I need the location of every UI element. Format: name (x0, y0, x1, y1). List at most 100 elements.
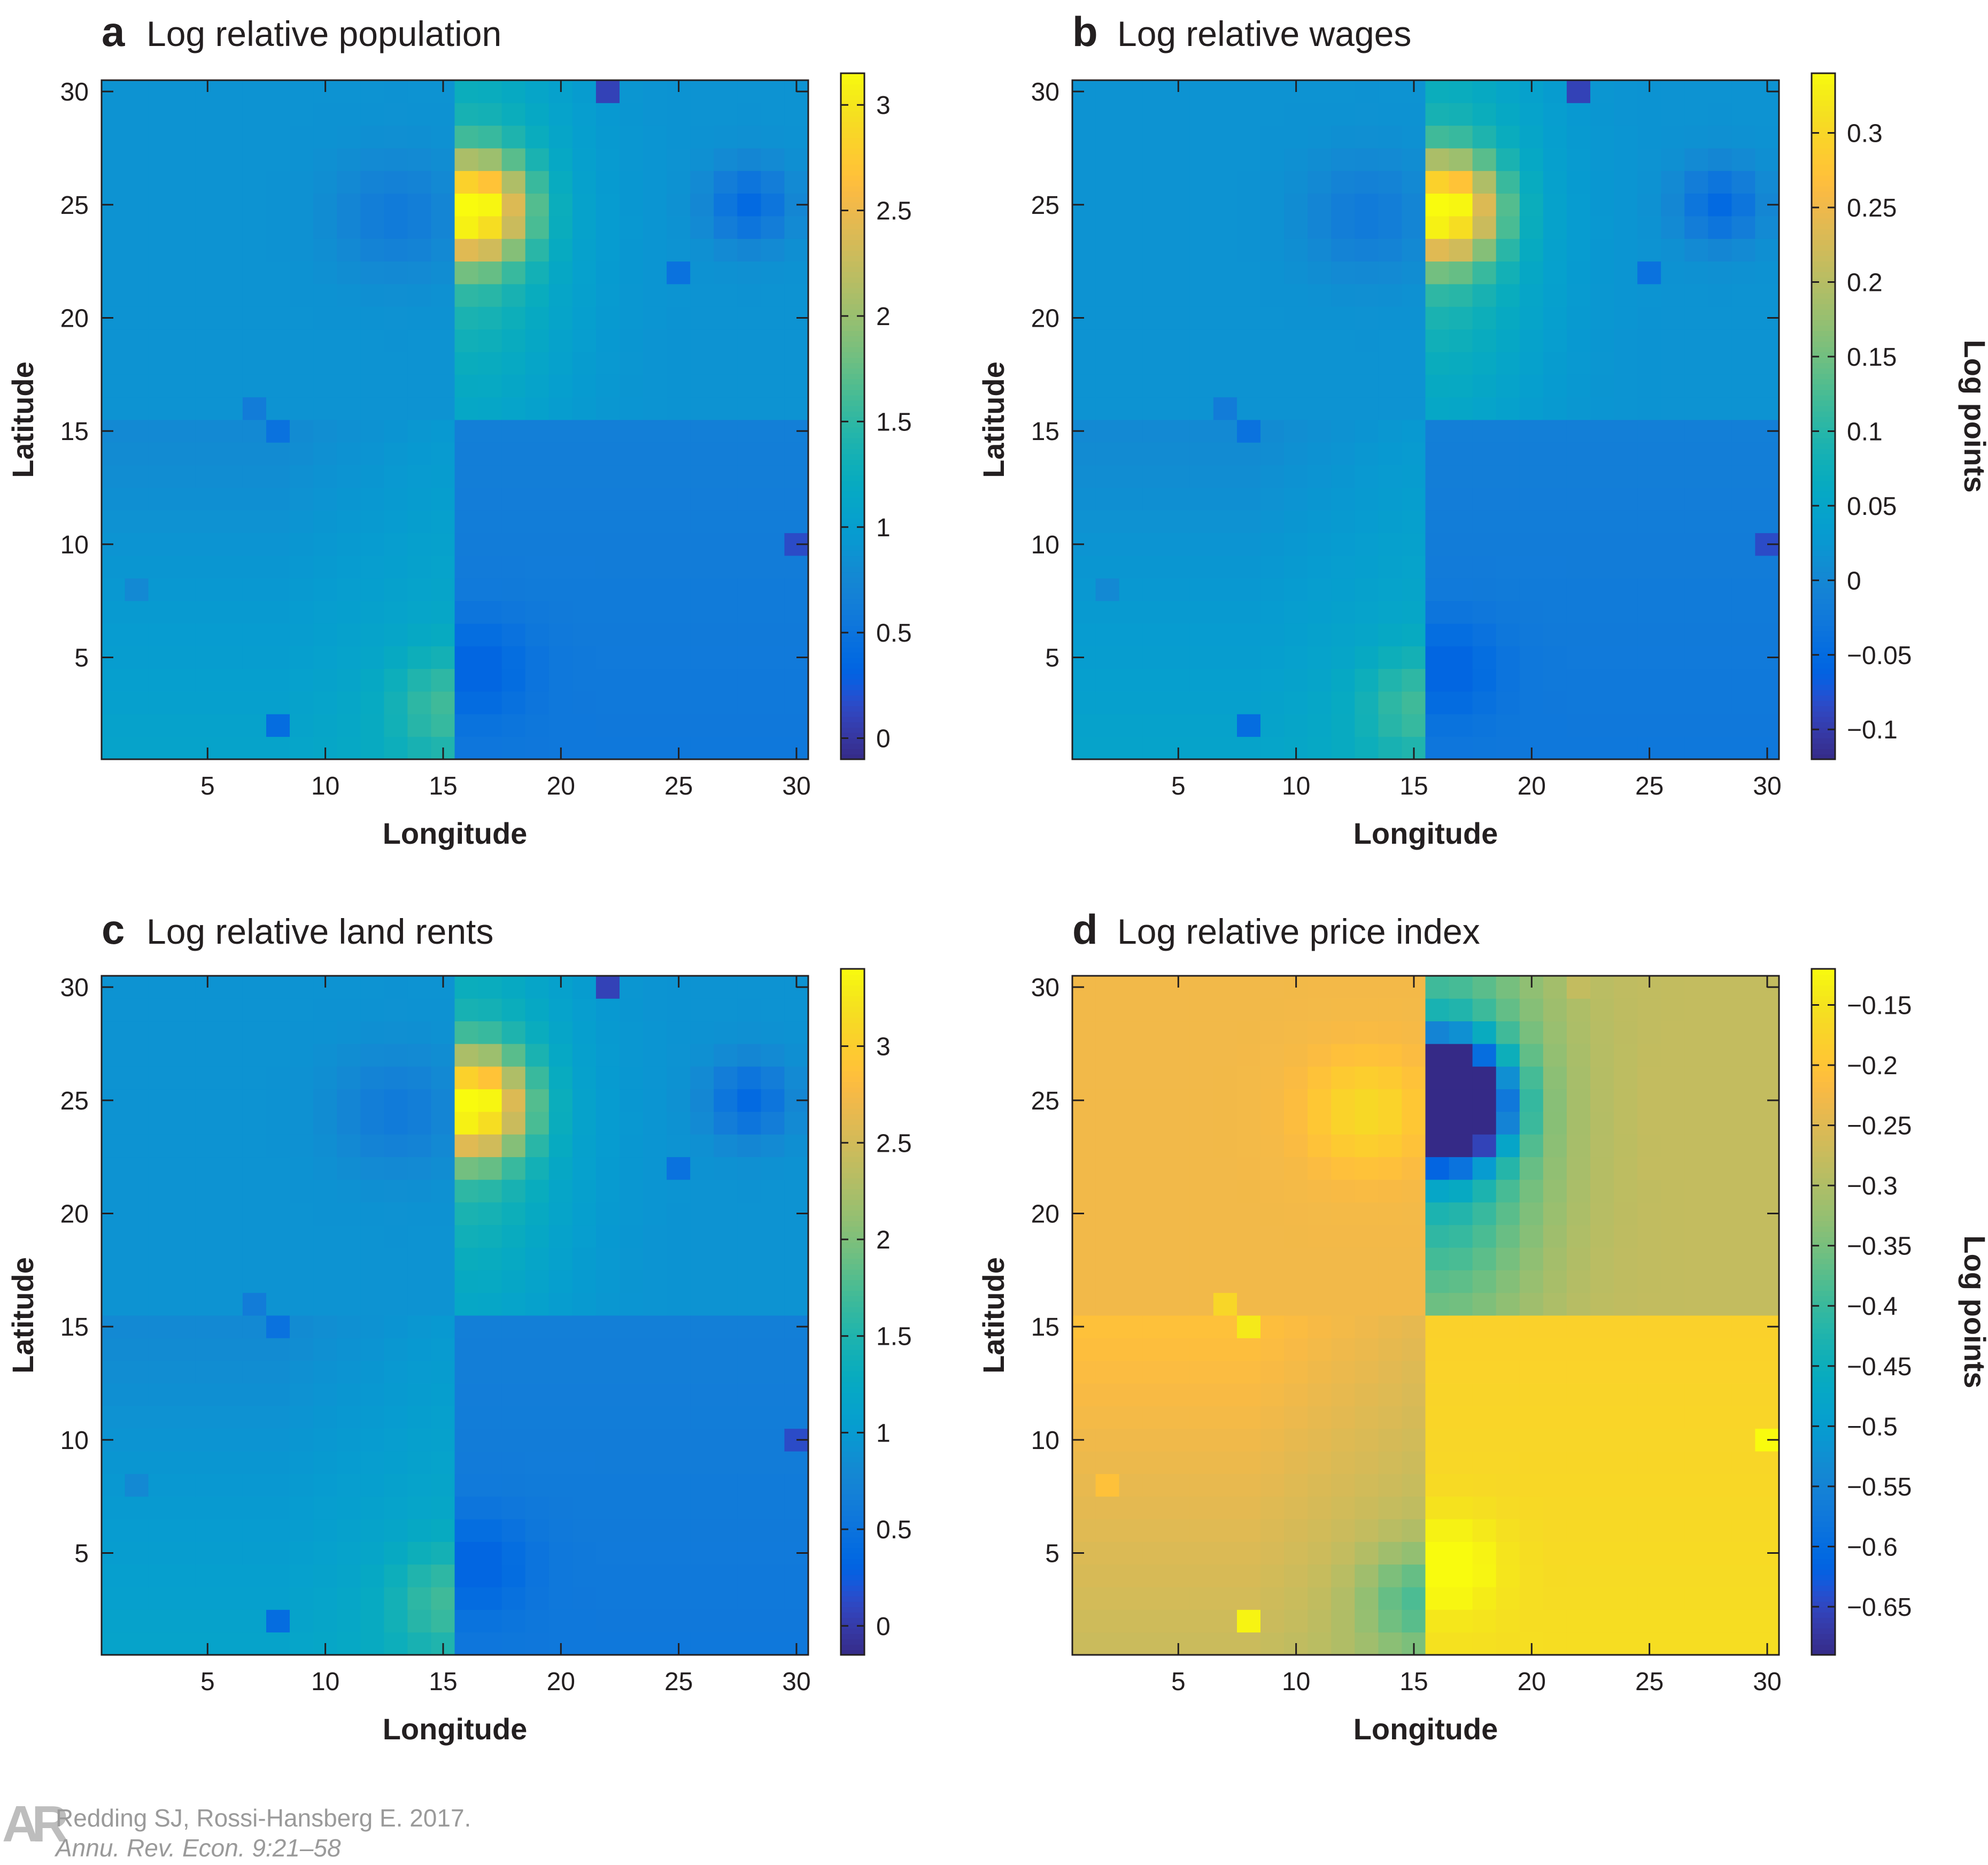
heatmap-cell (1472, 510, 1497, 534)
heatmap-cell (501, 1519, 526, 1542)
heatmap-cell (761, 713, 785, 737)
heatmap-cell (1755, 1337, 1780, 1361)
heatmap-cell (1519, 1224, 1544, 1248)
colorbar-swatch (841, 79, 864, 84)
heatmap-cell (1519, 170, 1544, 194)
heatmap-cell (690, 1496, 715, 1520)
heatmap-cell (1590, 1043, 1615, 1067)
colorbar-swatch (1812, 1338, 1835, 1345)
heatmap-cell (1543, 374, 1567, 398)
heatmap-cell (313, 1157, 338, 1180)
heatmap-cell (1449, 1247, 1473, 1270)
heatmap-cell (1378, 533, 1403, 556)
heatmap-cell (784, 1473, 809, 1497)
heatmap-cell (1213, 193, 1237, 217)
heatmap-cell (313, 306, 338, 330)
heatmap-cell (454, 1089, 479, 1112)
credit-line-2: Annu. Rev. Econ. 9:21–58 (54, 1834, 341, 1862)
heatmap-cell (501, 1337, 526, 1361)
heatmap-cell (1661, 283, 1685, 307)
heatmap-cell (1142, 510, 1167, 534)
heatmap-cell (1189, 487, 1214, 511)
heatmap-cell (595, 1224, 620, 1248)
y-tick-label: 20 (60, 305, 89, 333)
x-tick-label: 30 (782, 1668, 810, 1696)
heatmap-cell (737, 623, 762, 646)
heatmap-cell (501, 736, 526, 760)
heatmap-cell (1449, 600, 1473, 624)
heatmap-cell (407, 102, 432, 126)
colorbar-swatch (1812, 1424, 1835, 1430)
heatmap-cell (572, 1224, 597, 1248)
heatmap-cell (620, 1428, 644, 1452)
colorbar-swatch (1812, 207, 1835, 213)
heatmap-cell (667, 623, 691, 646)
heatmap-cell (1284, 1201, 1309, 1226)
heatmap-cell (1425, 1405, 1450, 1429)
heatmap-cell (431, 577, 455, 602)
heatmap-cell (1213, 1157, 1237, 1180)
heatmap-cell (1543, 465, 1567, 488)
heatmap-cell (1355, 238, 1379, 262)
heatmap-cell (1590, 261, 1615, 284)
heatmap-cell (1378, 1541, 1403, 1565)
heatmap-cell (525, 1473, 550, 1497)
heatmap-cell (313, 465, 338, 488)
heatmap-cell (172, 125, 196, 149)
heatmap-cell (1637, 645, 1662, 669)
heatmap-cell (431, 1337, 455, 1361)
heatmap-cell (454, 487, 479, 511)
heatmap-cell (1449, 215, 1473, 239)
heatmap-cell (360, 577, 385, 602)
heatmap-cell (360, 261, 385, 284)
colorbar-tick-label: −0.4 (1847, 1292, 1898, 1321)
heatmap-cell (667, 1021, 691, 1044)
colorbar-tick-label: 1 (876, 1419, 891, 1447)
heatmap-cell (690, 1428, 715, 1452)
heatmap-cell (478, 600, 502, 624)
heatmap-cell (548, 419, 573, 443)
heatmap-cell (195, 533, 220, 556)
heatmap-cell (595, 351, 620, 375)
x-tick-label: 25 (1635, 1668, 1664, 1696)
heatmap-cell (737, 487, 762, 511)
heatmap-cell (1543, 1157, 1567, 1180)
heatmap-cell (266, 125, 291, 149)
heatmap-cell (714, 998, 738, 1022)
colorbar-swatch (1812, 1038, 1835, 1045)
heatmap-cell (1566, 1224, 1591, 1248)
heatmap-cell (101, 1247, 126, 1270)
heatmap-cell (784, 1134, 809, 1158)
colorbar-swatch (1812, 1001, 1835, 1007)
heatmap-cell (1661, 1315, 1685, 1338)
heatmap-cell (242, 1315, 267, 1338)
heatmap-cell (714, 80, 738, 103)
heatmap-cell (761, 1609, 785, 1633)
heatmap-cell (620, 102, 644, 126)
heatmap-cell (1637, 713, 1662, 737)
colorbar-swatch (841, 191, 864, 197)
heatmap-cell (266, 1405, 291, 1429)
heatmap-cell (643, 975, 668, 999)
colorbar-swatch (841, 1054, 864, 1061)
colorbar-swatch (841, 1092, 864, 1098)
heatmap-cell (125, 1021, 149, 1044)
colorbar-swatch (841, 421, 864, 428)
heatmap-cell (242, 1632, 267, 1655)
heatmap-cell (1378, 170, 1403, 194)
colorbar-swatch (841, 598, 864, 605)
colorbar-swatch (1812, 1189, 1835, 1194)
heatmap-cell (384, 261, 408, 284)
colorbar-frame (1811, 72, 1836, 760)
colorbar-swatch (841, 1440, 864, 1447)
heatmap-cell (572, 374, 597, 398)
heatmap-cell (125, 1224, 149, 1248)
heatmap-cell (1708, 1360, 1732, 1384)
panel-a: 5 10 15 20 25 3051015202530LongitudeLatitudea… (6, 8, 912, 850)
heatmap-cell (1355, 374, 1379, 398)
heatmap-cell (1260, 170, 1285, 194)
heatmap-cell (384, 80, 408, 103)
heatmap-cell (1189, 306, 1214, 330)
heatmap-cell (313, 125, 338, 149)
heatmap-cell (501, 102, 526, 126)
